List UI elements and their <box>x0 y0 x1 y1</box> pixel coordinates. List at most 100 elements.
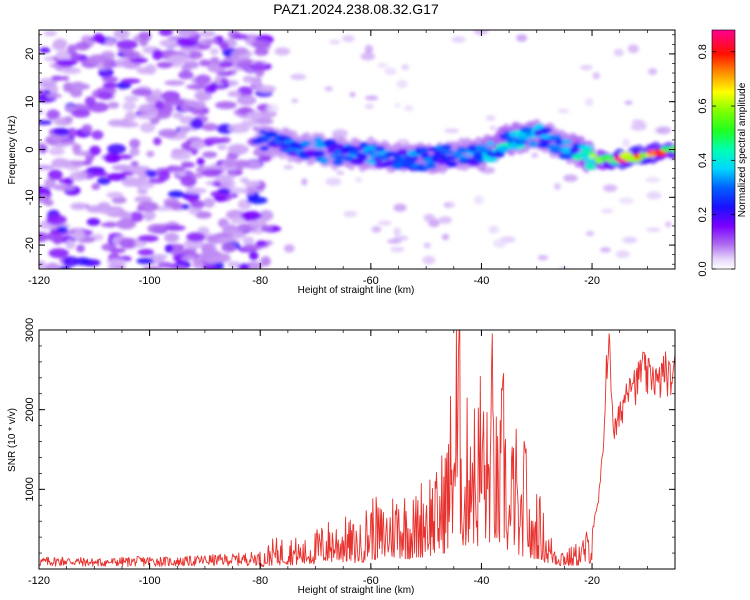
faint-blob <box>516 34 528 42</box>
signal-core <box>332 159 344 166</box>
signal-core <box>350 157 365 163</box>
signal-core <box>299 140 312 147</box>
noise-blob <box>242 236 255 246</box>
noise-blob <box>52 184 75 191</box>
faint-blob <box>343 210 358 218</box>
noise-blob <box>92 171 109 177</box>
signal-core <box>319 156 329 165</box>
faint-blob <box>360 52 376 61</box>
x-tick-label: -60 <box>363 575 379 587</box>
snr-series-line <box>39 330 675 568</box>
noise-blob <box>230 217 246 224</box>
noise-blob <box>235 165 244 172</box>
noise-blob <box>102 82 118 89</box>
noise-blob <box>64 116 74 122</box>
x-tick-label: -120 <box>28 275 50 287</box>
noise-blob <box>107 143 126 154</box>
noise-blob <box>217 236 236 243</box>
noise-blob <box>241 210 262 221</box>
colorbar-tick-label: 0.6 <box>697 98 709 113</box>
noise-blob <box>43 199 54 207</box>
faint-blob <box>387 239 402 244</box>
noise-blob <box>260 225 273 231</box>
noise-blob <box>44 178 56 189</box>
signal-core <box>349 148 360 154</box>
noise-blob <box>242 244 262 251</box>
x-tick-label: -100 <box>139 575 161 587</box>
noise-blob <box>137 172 148 183</box>
noise-blob <box>119 210 129 220</box>
noise-blob <box>137 248 155 256</box>
noise-blob <box>105 38 116 47</box>
noise-blob <box>64 105 78 113</box>
noise-blob <box>194 90 213 102</box>
noise-blob <box>96 177 111 185</box>
noise-blob <box>93 33 105 43</box>
noise-blob <box>129 138 141 149</box>
noise-blob <box>202 243 217 254</box>
noise-blob <box>225 209 246 220</box>
noise-blob <box>39 120 53 126</box>
faint-blob <box>488 225 500 234</box>
noise-blob <box>196 157 205 166</box>
noise-blob <box>158 128 178 138</box>
faint-blob <box>563 174 578 182</box>
faint-blob <box>622 138 631 148</box>
y-tick-label: 20 <box>24 48 36 60</box>
noise-blob <box>65 239 76 250</box>
noise-blob <box>128 211 144 222</box>
colorbar-tick-label: 0.0 <box>697 261 709 276</box>
y-tick-label: 0 <box>24 146 36 152</box>
noise-blob <box>143 169 158 178</box>
noise-blob <box>174 265 187 269</box>
faint-blob <box>354 176 363 183</box>
noise-blob <box>91 183 101 191</box>
noise-blob <box>146 150 155 158</box>
faint-blob <box>558 266 568 269</box>
signal-core <box>482 155 498 163</box>
faint-blob <box>422 255 436 265</box>
snr-y-label: SNR (10 * v/v) <box>7 408 18 472</box>
noise-blob <box>118 121 139 128</box>
noise-blob <box>236 94 257 106</box>
noise-blob <box>161 104 174 115</box>
noise-blob <box>57 226 68 233</box>
x-tick-label: -40 <box>473 275 489 287</box>
noise-blob <box>55 59 78 66</box>
noise-blob <box>111 196 127 204</box>
x-tick-label: -20 <box>584 575 600 587</box>
noise-blob <box>178 70 194 80</box>
noise-blob <box>243 186 256 195</box>
noise-blob <box>89 145 101 156</box>
signal-core <box>445 160 458 168</box>
signal-core <box>539 127 552 133</box>
faint-blob <box>349 91 356 98</box>
noise-blob <box>81 124 93 134</box>
noise-blob <box>107 101 120 109</box>
y-tick-label: 3000 <box>24 318 36 342</box>
noise-blob <box>123 50 141 60</box>
noise-blob <box>154 100 165 110</box>
faint-blob <box>646 191 662 200</box>
noise-blob <box>52 127 70 136</box>
signal-core <box>355 152 368 158</box>
snr-x-ticks: -120 -100 -80 -60 -40 -20 <box>28 330 676 587</box>
faint-blob <box>627 44 639 54</box>
noise-blob <box>217 144 227 151</box>
noise-blob <box>137 103 159 115</box>
x-tick-label: -20 <box>584 275 600 287</box>
noise-blob <box>255 240 268 247</box>
noise-blob <box>97 91 114 100</box>
signal-core <box>441 144 453 150</box>
noise-blob <box>232 33 249 40</box>
noise-blob <box>69 202 88 211</box>
snr-y-ticks: 1000 2000 3000 <box>24 318 675 570</box>
noise-blob <box>50 75 63 82</box>
noise-blob <box>179 125 189 135</box>
noise-blob <box>48 248 69 259</box>
noise-blob <box>229 187 249 194</box>
noise-blob <box>137 201 159 212</box>
noise-blob <box>116 39 138 50</box>
faint-blob <box>371 226 382 233</box>
noise-blob <box>46 109 61 120</box>
